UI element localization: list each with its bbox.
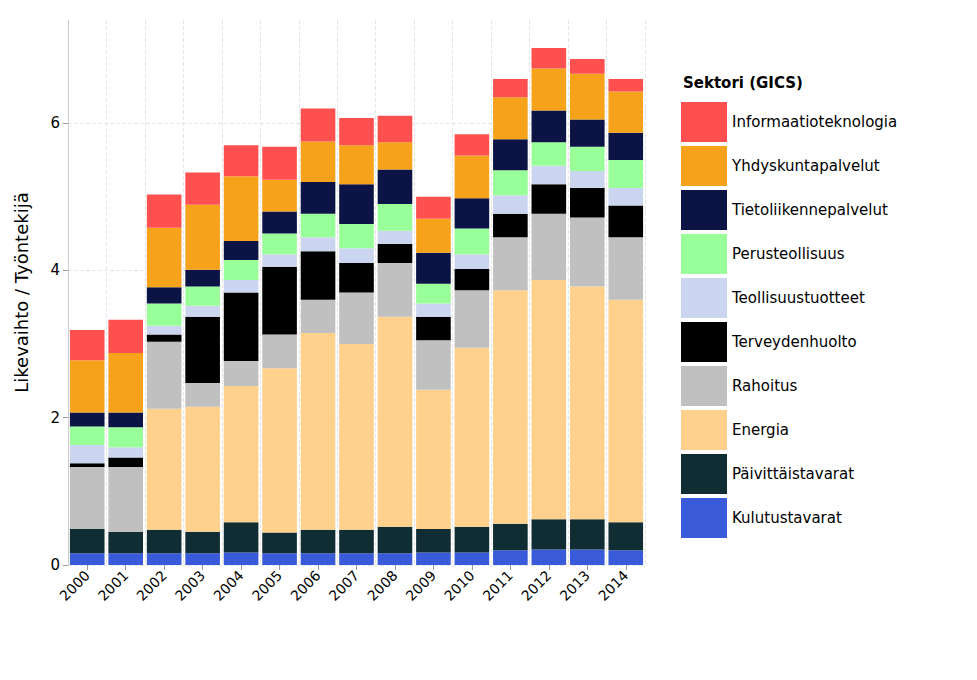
svg-text:2005: 2005 bbox=[249, 567, 285, 603]
svg-text:2007: 2007 bbox=[326, 567, 362, 603]
svg-text:Yhdyskuntapalvelut: Yhdyskuntapalvelut bbox=[731, 157, 880, 175]
svg-text:2002: 2002 bbox=[133, 567, 169, 603]
svg-text:6: 6 bbox=[50, 114, 60, 132]
svg-text:Rahoitus: Rahoitus bbox=[732, 377, 798, 395]
svg-text:Tietoliikennepalvelut: Tietoliikennepalvelut bbox=[731, 201, 888, 219]
svg-text:Likevaihto / Työntekijä: Likevaihto / Työntekijä bbox=[11, 192, 32, 392]
svg-text:0: 0 bbox=[50, 556, 60, 574]
svg-text:Informaatioteknologia: Informaatioteknologia bbox=[732, 113, 897, 131]
svg-text:Perusteollisuus: Perusteollisuus bbox=[732, 245, 845, 263]
svg-text:Sektori (GICS): Sektori (GICS) bbox=[683, 74, 803, 92]
svg-text:2013: 2013 bbox=[556, 567, 592, 603]
svg-text:2009: 2009 bbox=[403, 567, 439, 603]
svg-text:4: 4 bbox=[50, 261, 60, 279]
svg-text:2011: 2011 bbox=[480, 567, 516, 603]
svg-text:2: 2 bbox=[50, 409, 60, 427]
svg-text:Terveydenhuolto: Terveydenhuolto bbox=[731, 333, 857, 351]
svg-text:Teollisuustuotteet: Teollisuustuotteet bbox=[731, 289, 865, 307]
svg-text:2012: 2012 bbox=[518, 567, 554, 603]
svg-text:Kulutustavarat: Kulutustavarat bbox=[732, 509, 842, 527]
svg-text:Energia: Energia bbox=[732, 421, 789, 439]
svg-text:Päivittäistavarat: Päivittäistavarat bbox=[732, 465, 854, 483]
svg-text:2006: 2006 bbox=[287, 567, 324, 604]
svg-text:2008: 2008 bbox=[364, 567, 400, 603]
svg-text:2010: 2010 bbox=[441, 567, 477, 603]
svg-text:2000: 2000 bbox=[56, 567, 92, 603]
svg-text:2004: 2004 bbox=[210, 567, 247, 604]
svg-text:2003: 2003 bbox=[172, 567, 208, 603]
svg-text:2001: 2001 bbox=[95, 567, 131, 603]
svg-text:2014: 2014 bbox=[595, 567, 632, 604]
